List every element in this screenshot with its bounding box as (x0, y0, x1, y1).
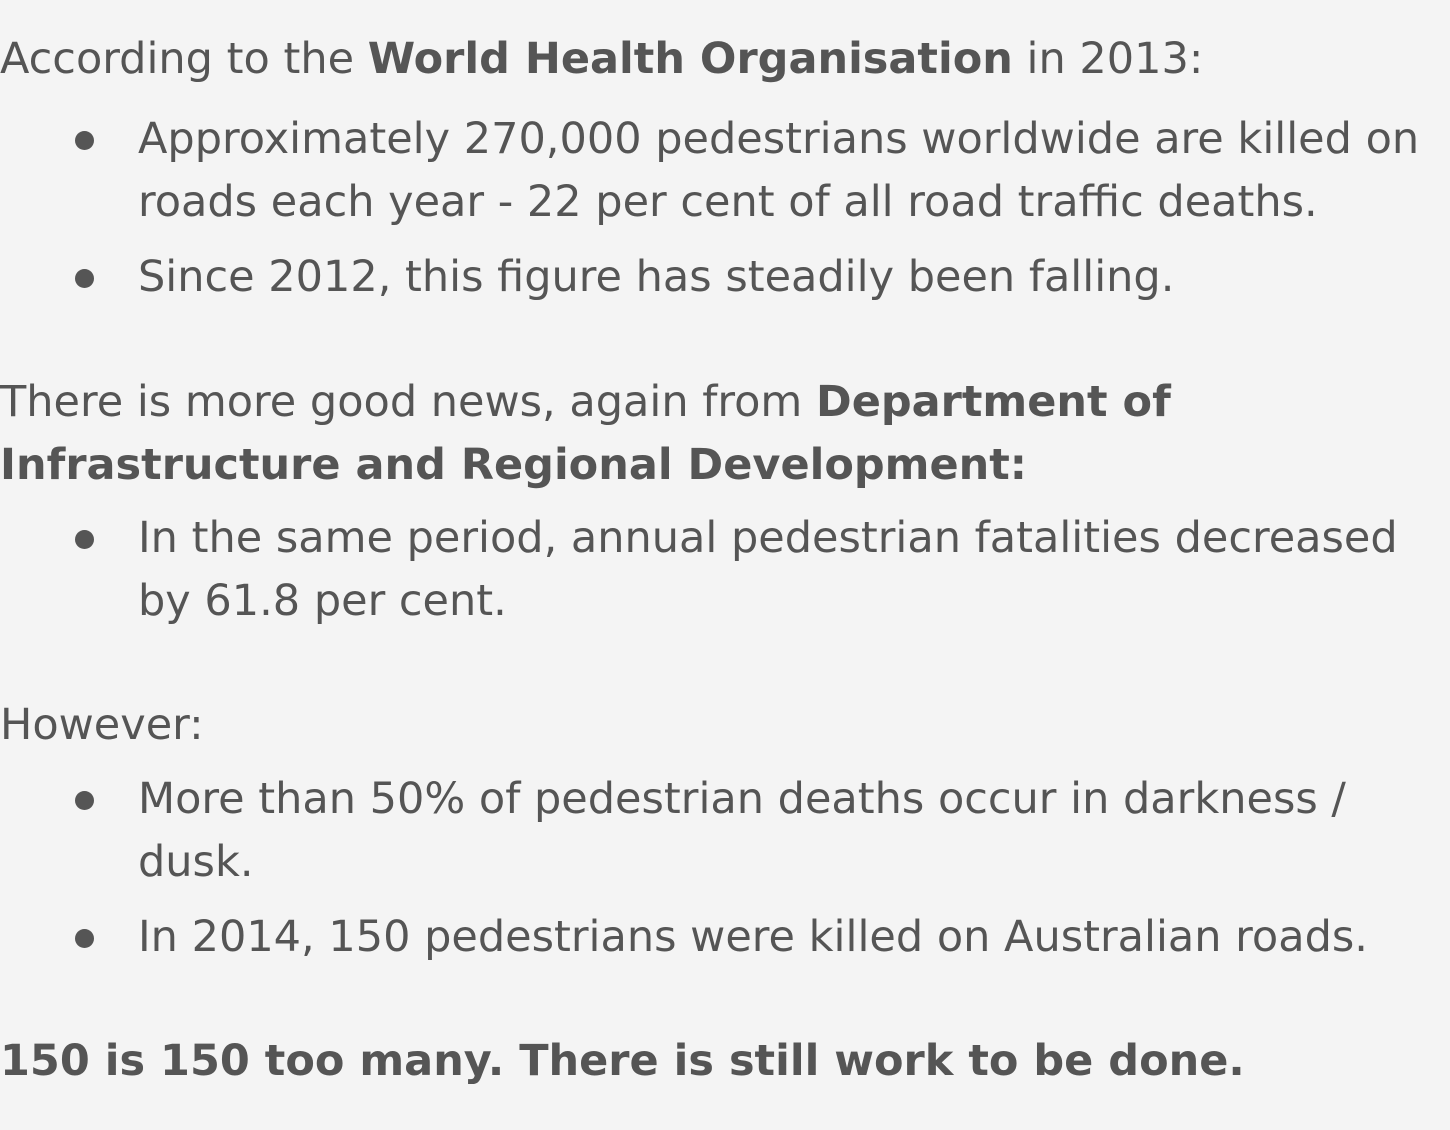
list-item: In the same period, annual pedestrian fa… (0, 507, 1398, 633)
who-intro: According to the World Health Organisati… (0, 28, 1203, 91)
bullet-icon (75, 530, 94, 549)
list-item-line: In 2014, 150 pedestrians were killed on … (138, 912, 1368, 962)
list-item-line: Approximately 270,000 pedestrians worldw… (138, 114, 1420, 164)
who-bullet-list: Approximately 270,000 pedestrians worldw… (0, 108, 1420, 309)
bullet-icon (75, 269, 94, 288)
bullet-icon (75, 929, 94, 948)
list-item-line: dusk. (138, 837, 254, 887)
department-name-line2: Infrastructure and Regional Development: (0, 440, 1028, 490)
list-item-line: by 61.8 per cent. (138, 576, 507, 626)
list-item-line: In the same period, annual pedestrian fa… (138, 513, 1398, 563)
list-item-line: Since 2012, this figure has steadily bee… (138, 252, 1175, 302)
list-item-line: More than 50% of pedestrian deaths occur… (138, 774, 1346, 824)
department-name-line1: Department of (816, 377, 1171, 427)
who-intro-prefix: According to the (0, 34, 368, 84)
department-bullet-list: In the same period, annual pedestrian fa… (0, 507, 1398, 633)
however-intro: However: (0, 700, 204, 750)
bullet-icon (75, 791, 94, 810)
however-bullet-list: More than 50% of pedestrian deaths occur… (0, 768, 1368, 969)
department-intro: There is more good news, again from Depa… (0, 371, 1171, 434)
who-name: World Health Organisation (367, 34, 1013, 84)
list-item: Approximately 270,000 pedestrians worldw… (0, 108, 1420, 234)
closing-statement: 150 is 150 too many. There is still work… (0, 1036, 1245, 1086)
who-intro-suffix: in 2013: (1012, 34, 1204, 84)
list-item: Since 2012, this figure has steadily bee… (0, 246, 1310, 309)
list-item-line: roads each year - 22 per cent of all roa… (138, 177, 1318, 227)
list-item: In 2014, 150 pedestrians were killed on … (0, 906, 1368, 969)
department-intro-prefix: There is more good news, again from (0, 377, 816, 427)
list-item: More than 50% of pedestrian deaths occur… (0, 768, 1346, 894)
bullet-icon (75, 131, 94, 150)
